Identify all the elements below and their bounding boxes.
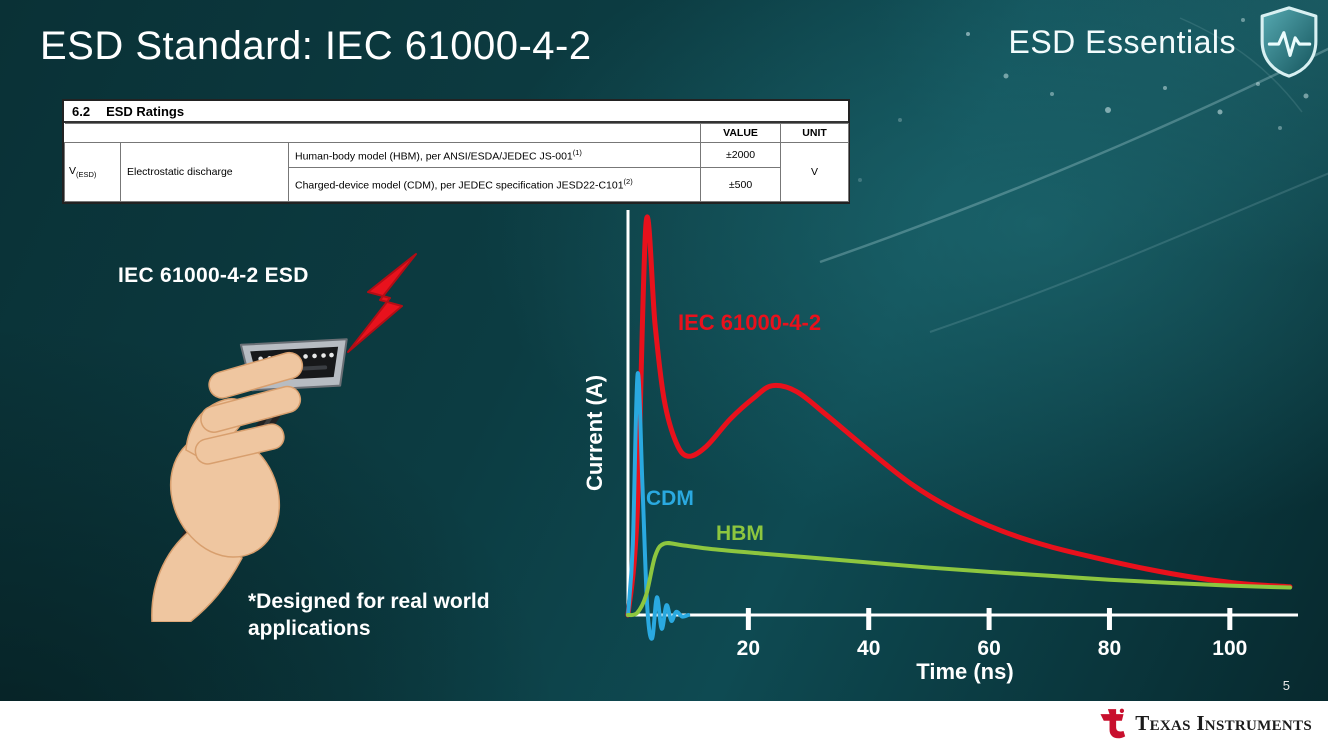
tick-label: 80 <box>1098 637 1121 660</box>
page-title: ESD Standard: IEC 61000-4-2 <box>40 24 592 68</box>
y-axis-label: Current (A) <box>582 375 607 491</box>
table-row-value: ±2000 <box>700 142 782 168</box>
brand-wordmark: Texas Instruments <box>1135 711 1312 735</box>
param-symbol: V(ESD) <box>64 142 121 202</box>
iec-esd-label: IEC 61000-4-2 ESD <box>118 264 309 287</box>
col-header-unit: UNIT <box>780 123 850 143</box>
hand-holding-connector-illustration <box>151 338 348 622</box>
ratings-table-grid: VALUE UNIT V(ESD) Electrostatic discharg… <box>64 123 850 202</box>
ti-logo-icon <box>1100 708 1126 738</box>
x-axis-label: Time (ns) <box>916 659 1013 684</box>
chart-axes: 20 40 60 80 100 <box>626 210 1298 660</box>
unit-cell: V <box>780 142 850 202</box>
hand <box>151 351 304 622</box>
series-path-iec <box>625 214 1293 618</box>
table-row-description: Human-body model (HBM), per ANSI/ESDA/JE… <box>287 142 702 168</box>
table-row-description: Charged-device model (CDM), per JEDEC sp… <box>287 167 702 202</box>
series-label-iec: IEC 61000-4-2 <box>678 310 822 335</box>
col-header-value: VALUE <box>700 123 782 143</box>
header-spacer <box>64 123 702 143</box>
tick-label: 40 <box>857 637 880 660</box>
esd-shield-icon <box>1260 6 1318 78</box>
tick-label: 60 <box>977 637 1000 660</box>
table-caption: 6.2 ESD Ratings <box>64 101 848 123</box>
tick-label: 100 <box>1212 637 1247 660</box>
series-path-hbm <box>626 541 1292 618</box>
series-label-cdm: CDM <box>646 487 694 510</box>
section-title: ESD Ratings <box>106 104 185 119</box>
lightning-bolt-icon <box>347 253 417 353</box>
param-name: Electrostatic discharge <box>120 142 289 202</box>
chart-series <box>625 214 1293 641</box>
pulse-line-icon <box>1267 31 1312 57</box>
esd-current-chart: 20 40 60 80 100 Time (ns) Current (A) <box>582 210 1298 684</box>
section-number: 6.2 <box>72 104 91 119</box>
table-row-value: ±500 <box>700 167 782 202</box>
esd-ratings-table: 6.2 ESD Ratings VALUE UNIT V(ESD) Electr… <box>62 99 850 204</box>
series-path-cdm <box>626 371 691 641</box>
tick-label: 20 <box>737 637 760 660</box>
series-label-hbm: HBM <box>716 522 764 545</box>
series-title: ESD Essentials <box>1008 24 1236 60</box>
footnote: *Designed for real world applications <box>248 590 490 641</box>
footer-bar: Texas Instruments <box>0 701 1328 746</box>
page-number: 5 <box>1282 678 1290 693</box>
